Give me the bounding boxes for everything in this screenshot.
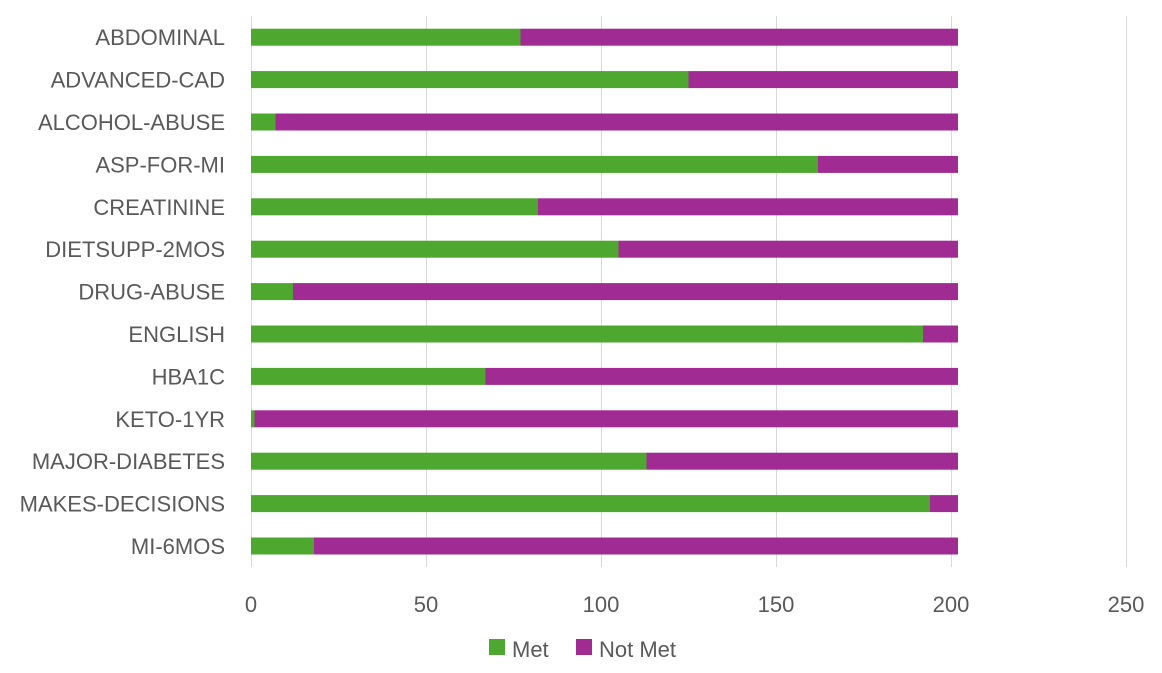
bar-met xyxy=(251,198,538,216)
x-axis-ticks: 0 50 100 150 200 250 xyxy=(245,592,1144,617)
category-label: DIETSUPP-2MOS xyxy=(45,237,225,262)
bar-met xyxy=(251,537,314,555)
bar-met xyxy=(251,71,689,89)
bar-met xyxy=(251,367,486,385)
category-label: MI-6MOS xyxy=(131,534,225,559)
bar-met xyxy=(251,452,647,470)
x-tick-label: 100 xyxy=(583,592,620,617)
bar-not-met xyxy=(275,113,958,131)
category-label: KETO-1YR xyxy=(115,407,225,432)
category-label: DRUG-ABUSE xyxy=(78,280,225,305)
category-label: HBA1C xyxy=(152,364,225,389)
x-tick-label: 250 xyxy=(1108,592,1145,617)
legend-label: Not Met xyxy=(599,637,676,662)
bar-met xyxy=(251,155,818,173)
category-label: ALCOHOL-ABUSE xyxy=(38,110,225,135)
category-label: ENGLISH xyxy=(128,322,225,347)
category-label: MAKES-DECISIONS xyxy=(20,492,225,517)
category-label: MAJOR-DIABETES xyxy=(32,449,225,474)
x-tick-label: 200 xyxy=(933,592,970,617)
legend-label: Met xyxy=(512,637,549,662)
bar-met xyxy=(251,113,276,131)
bar-not-met xyxy=(520,28,958,46)
bar-met xyxy=(251,410,255,428)
x-tick-label: 0 xyxy=(245,592,257,617)
bar-met xyxy=(251,28,521,46)
bar-not-met xyxy=(618,240,958,258)
x-tick-label: 150 xyxy=(758,592,795,617)
legend-swatch xyxy=(489,639,505,655)
bar-met xyxy=(251,240,619,258)
bar-not-met xyxy=(923,325,958,343)
bar-met xyxy=(251,283,293,301)
bar-not-met xyxy=(818,155,958,173)
category-labels: ABDOMINAL ADVANCED-CAD ALCOHOL-ABUSE ASP-FO… xyxy=(20,25,225,559)
bar-not-met xyxy=(930,495,958,513)
bar-not-met xyxy=(293,283,958,301)
bar-not-met xyxy=(646,452,958,470)
bars xyxy=(251,28,958,555)
category-label: ASP-FOR-MI xyxy=(95,152,225,177)
bar-met xyxy=(251,495,930,513)
legend-swatch xyxy=(576,639,592,655)
bar-not-met xyxy=(314,537,958,555)
category-label: CREATININE xyxy=(93,195,225,220)
x-tick-label: 50 xyxy=(414,592,438,617)
category-label: ABDOMINAL xyxy=(95,25,225,50)
category-label: ADVANCED-CAD xyxy=(51,68,225,93)
bar-not-met xyxy=(688,71,958,89)
bar-met xyxy=(251,325,923,343)
bar-not-met xyxy=(254,410,958,428)
bar-not-met xyxy=(485,367,958,385)
legend: Met Not Met xyxy=(489,637,676,662)
bar-not-met xyxy=(538,198,958,216)
